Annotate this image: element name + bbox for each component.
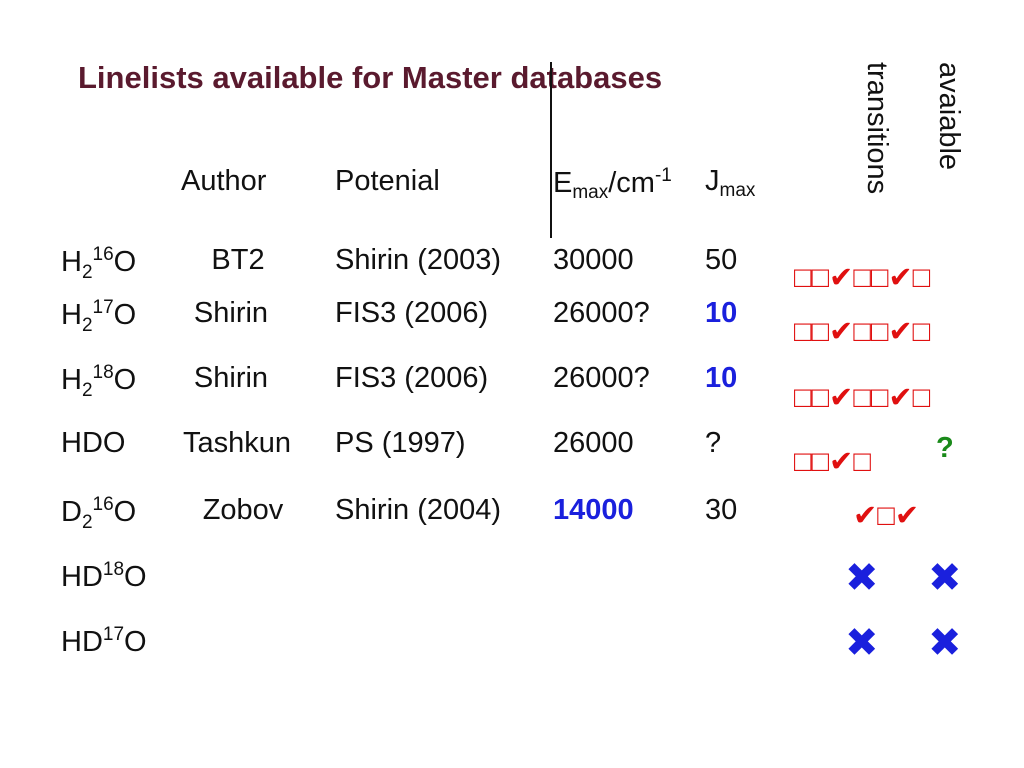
emax-cell: 26000 <box>553 427 634 459</box>
author-cell: Shirin <box>193 362 269 394</box>
column-flag-transitions: transitions <box>861 62 893 195</box>
status-question-mark: ? <box>936 432 954 464</box>
molecule-hd-18o: HD18O <box>61 559 147 593</box>
status-marks: □□✔□□✔□ <box>794 382 931 414</box>
emax-cell-highlight: 14000 <box>553 494 634 526</box>
header-potential: Potenial <box>335 165 440 197</box>
author-cell: Shirin <box>193 297 269 329</box>
potential-cell: FIS3 (2006) <box>335 362 489 394</box>
molecule-hd-17o: HD17O <box>61 624 147 658</box>
author-cell: Tashkun <box>183 427 292 459</box>
cross-icon: ✖ <box>845 556 879 600</box>
jmax-cell: 30 <box>705 494 738 526</box>
emax-cell: 26000? <box>553 362 650 394</box>
slide-title: Linelists available for Master databases <box>78 60 663 95</box>
header-jmax: Jmax <box>705 165 756 201</box>
molecule-d2-16o: D216O <box>61 494 137 533</box>
status-marks: □□✔□□✔□ <box>794 262 931 294</box>
jmax-cell-highlight: 10 <box>705 362 738 394</box>
column-flag-available: avaiable <box>933 62 965 171</box>
header-divider <box>550 62 552 238</box>
molecule-h2-16o: H216O <box>61 244 137 283</box>
potential-cell: FIS3 (2006) <box>335 297 489 329</box>
molecule-hdo: HDO <box>61 427 126 459</box>
status-marks: ✔□✔ <box>853 500 920 532</box>
jmax-cell: ? <box>705 427 722 459</box>
cross-icon: ✖ <box>845 621 879 665</box>
molecule-h2-18o: H218O <box>61 362 137 401</box>
potential-cell: Shirin (2003) <box>335 244 502 276</box>
emax-cell: 26000? <box>553 297 650 329</box>
cross-icon: ✖ <box>928 621 962 665</box>
molecule-h2-17o: H217O <box>61 297 137 336</box>
header-emax: Emax/cm-1 <box>553 165 672 203</box>
cross-icon: ✖ <box>928 556 962 600</box>
jmax-cell-highlight: 10 <box>705 297 738 329</box>
emax-cell: 30000 <box>553 244 634 276</box>
status-marks: □□✔□ <box>794 446 871 478</box>
author-cell: Zobov <box>202 494 284 526</box>
potential-cell: PS (1997) <box>335 427 466 459</box>
jmax-cell: 50 <box>705 244 738 276</box>
status-marks: □□✔□□✔□ <box>794 316 931 348</box>
author-cell: BT2 <box>211 244 265 276</box>
header-author: Author <box>181 165 267 197</box>
potential-cell: Shirin (2004) <box>335 494 502 526</box>
